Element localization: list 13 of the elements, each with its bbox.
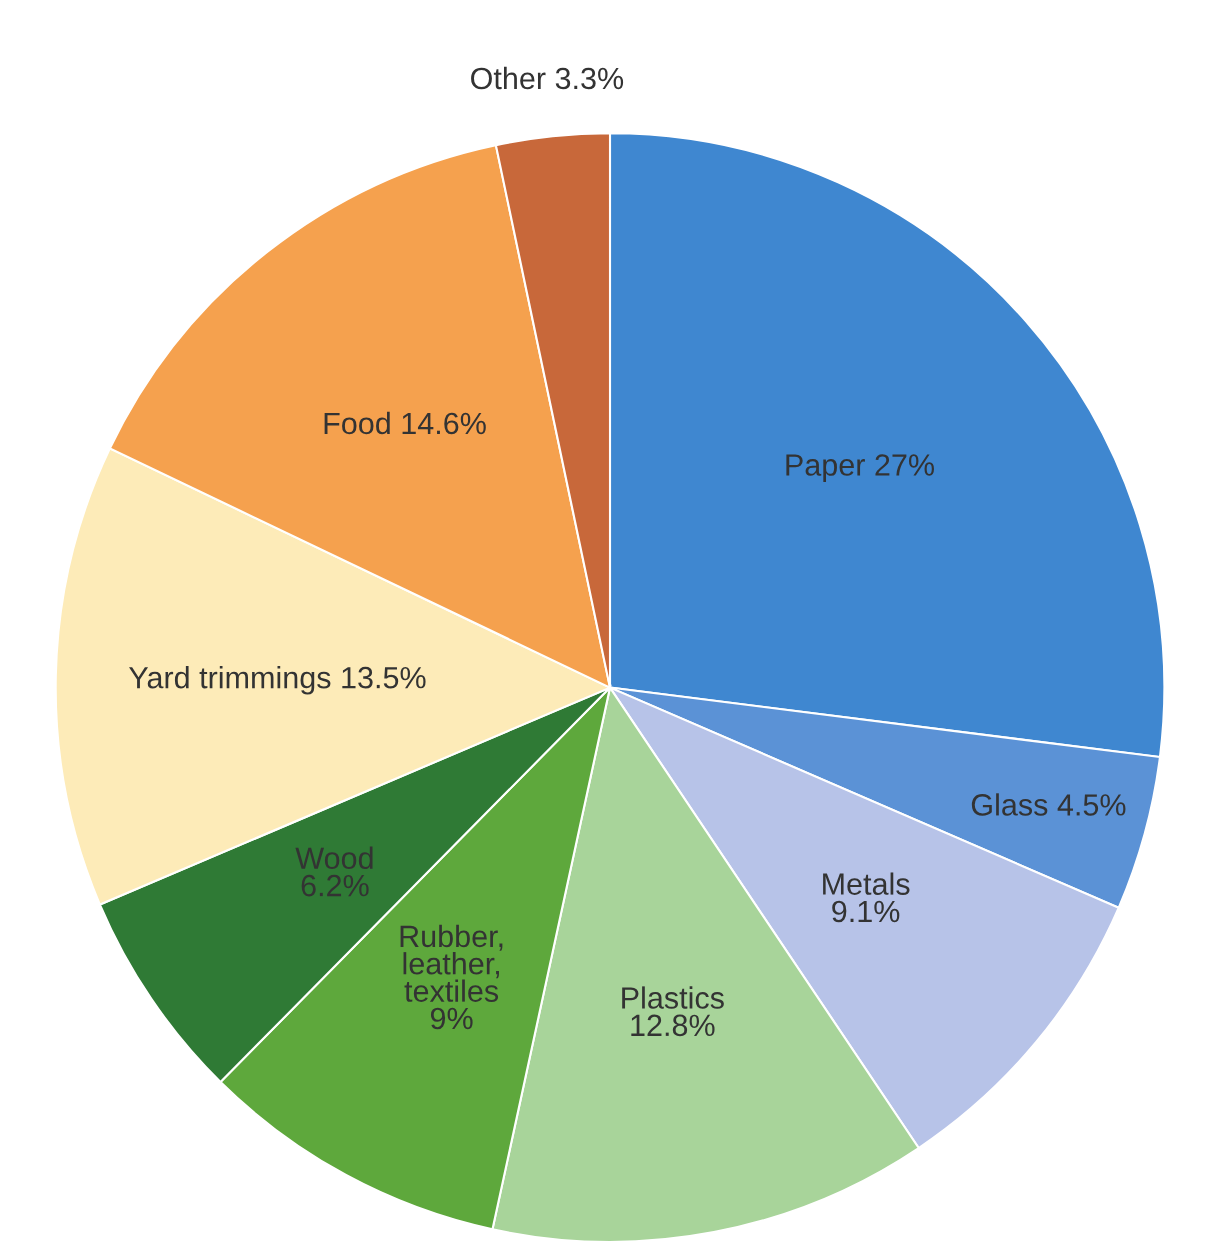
slice-label: Glass 4.5%	[971, 793, 1126, 816]
data-label: 12.8%	[631, 1014, 715, 1037]
slice-label: Wood	[295, 846, 373, 870]
slice-label: Food 14.6%	[324, 411, 486, 435]
data-label: 9.1%	[832, 900, 900, 923]
slice-label: Metals	[823, 872, 910, 895]
data-label: 9%	[430, 1007, 473, 1030]
slice-label: Other 3.3%	[471, 66, 624, 90]
slice-label: Paper 27%	[786, 454, 934, 482]
slice-label: Plastics	[622, 986, 724, 1009]
data-label: 6.2%	[301, 874, 369, 897]
slice-label: Rubber, leather, textiles	[400, 924, 503, 1002]
slice-label: Yard trimmings 13.5%	[129, 666, 426, 695]
